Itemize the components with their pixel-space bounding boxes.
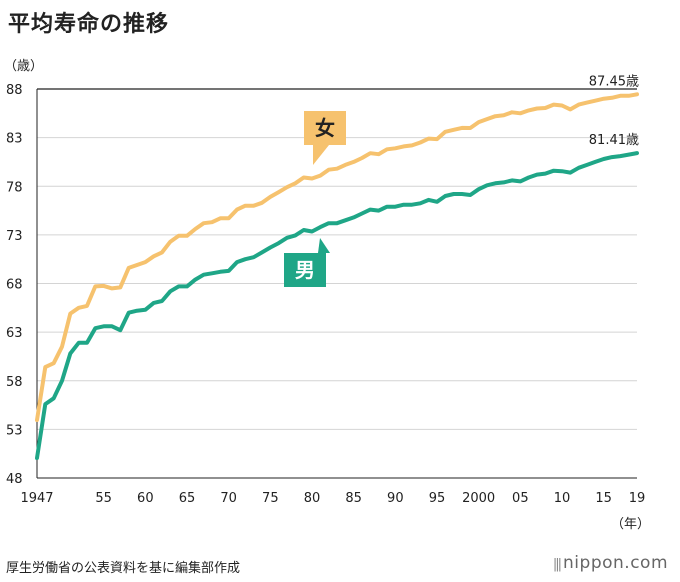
y-tick-label: 88	[6, 83, 23, 98]
x-axis-ticks: 1947 55 60 65 70 75 80 85 90 95 2000 05 10 15 19	[20, 491, 645, 506]
callout-box	[284, 253, 326, 287]
y-tick-label: 68	[6, 278, 23, 293]
brand-name: nippon.com	[563, 553, 668, 573]
series-end-label: 87.45歳	[589, 74, 639, 89]
x-tick-label: 05	[512, 491, 529, 506]
brand-logo: ||| nippon.com	[553, 553, 668, 573]
x-tick-label: 1947	[20, 491, 53, 506]
grid-lines	[36, 88, 637, 479]
series-end-label: 81.41歳	[589, 133, 639, 148]
x-tick-label: 19	[629, 491, 646, 506]
callout-label: 女	[315, 116, 335, 140]
y-tick-label: 78	[6, 180, 23, 195]
callout-label: 男	[295, 258, 315, 282]
y-tick-label: 83	[6, 132, 23, 147]
x-tick-label: 85	[345, 491, 362, 506]
y-tick-label: 53	[6, 423, 23, 438]
y-tick-label: 63	[6, 326, 23, 341]
x-tick-label: 10	[554, 491, 571, 506]
x-tick-label: 15	[595, 491, 612, 506]
callout-pointer	[318, 238, 330, 253]
life-expectancy-chart: 48 53 58 63 68 73 78 83 88 1947 55 60 65 70 75 80 85 90 9…	[6, 74, 645, 506]
callout-box	[304, 111, 346, 145]
callout-pointer	[313, 145, 329, 165]
source-note: 厚生労働省の公表資料を基に編集部作成	[6, 561, 241, 576]
y-axis-unit: （歳）	[4, 59, 44, 74]
series-line-female	[35, 92, 639, 422]
chart-title: 平均寿命の推移	[8, 12, 170, 37]
series-end-labels: 87.45歳 81.41歳	[589, 74, 639, 148]
y-tick-label: 58	[6, 375, 23, 390]
x-tick-label: 75	[262, 491, 279, 506]
x-tick-label: 60	[137, 491, 154, 506]
y-tick-label: 73	[6, 229, 23, 244]
y-axis-ticks: 48 53 58 63 68 73 78 83 88	[6, 83, 23, 487]
callout-male: 男	[284, 238, 330, 287]
y-tick-label: 48	[6, 472, 23, 487]
x-tick-label: 65	[179, 491, 196, 506]
x-tick-label: 70	[220, 491, 237, 506]
series-callouts: 女男	[284, 111, 346, 287]
x-tick-label: 90	[387, 491, 404, 506]
series-lines	[35, 92, 639, 460]
x-axis-unit: （年）	[611, 517, 651, 532]
x-tick-label: 55	[95, 491, 112, 506]
x-tick-label: 80	[304, 491, 321, 506]
callout-female: 女	[304, 111, 346, 165]
x-tick-label: 2000	[462, 491, 495, 506]
brand-bars-icon: |||	[552, 557, 562, 572]
x-tick-label: 95	[429, 491, 446, 506]
series-line-male	[35, 151, 639, 460]
